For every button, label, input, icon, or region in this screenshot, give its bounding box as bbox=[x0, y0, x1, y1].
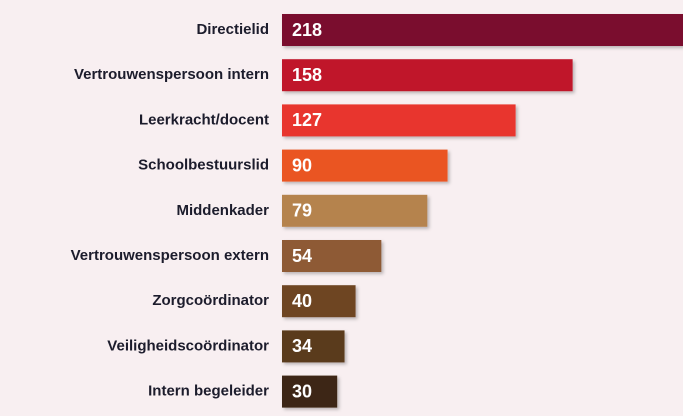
bar bbox=[282, 59, 573, 92]
bar bbox=[282, 14, 683, 46]
bar bbox=[282, 104, 516, 137]
value-label: 79 bbox=[292, 201, 312, 221]
category-label: Directielid bbox=[196, 21, 269, 38]
value-label: 158 bbox=[292, 65, 322, 85]
category-label: Vertrouwenspersoon extern bbox=[71, 247, 269, 264]
bar bbox=[282, 149, 448, 182]
value-label: 90 bbox=[292, 155, 312, 175]
category-label: Schoolbestuurslid bbox=[138, 157, 269, 174]
category-label: Zorgcoördinator bbox=[152, 292, 269, 309]
bar bbox=[282, 194, 428, 227]
category-label: Middenkader bbox=[176, 202, 269, 219]
value-label: 54 bbox=[292, 246, 312, 266]
category-label: Leerkracht/docent bbox=[139, 111, 269, 128]
bar bbox=[282, 330, 345, 363]
value-label: 40 bbox=[292, 291, 312, 311]
value-label: 127 bbox=[292, 110, 322, 130]
category-label: Vertrouwenspersoon intern bbox=[74, 66, 269, 83]
value-label: 34 bbox=[292, 336, 312, 356]
category-label: Intern begeleider bbox=[148, 383, 269, 400]
bar bbox=[282, 375, 338, 408]
value-label: 218 bbox=[292, 20, 322, 40]
category-label: Veiligheidscoördinator bbox=[107, 337, 269, 354]
bar bbox=[282, 240, 382, 272]
bar bbox=[282, 285, 356, 318]
value-label: 30 bbox=[292, 381, 312, 401]
